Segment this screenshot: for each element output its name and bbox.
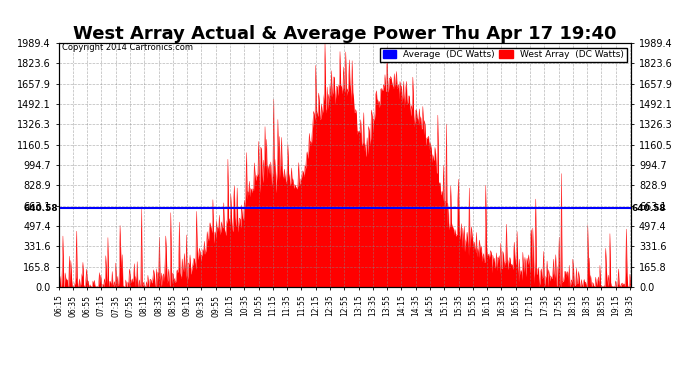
Text: 640.58: 640.58 xyxy=(632,204,667,213)
Title: West Array Actual & Average Power Thu Apr 17 19:40: West Array Actual & Average Power Thu Ap… xyxy=(73,25,617,43)
Text: 640.58: 640.58 xyxy=(23,204,58,213)
Legend: Average  (DC Watts), West Array  (DC Watts): Average (DC Watts), West Array (DC Watts… xyxy=(380,48,627,62)
Text: Copyright 2014 Cartronics.com: Copyright 2014 Cartronics.com xyxy=(61,43,193,52)
